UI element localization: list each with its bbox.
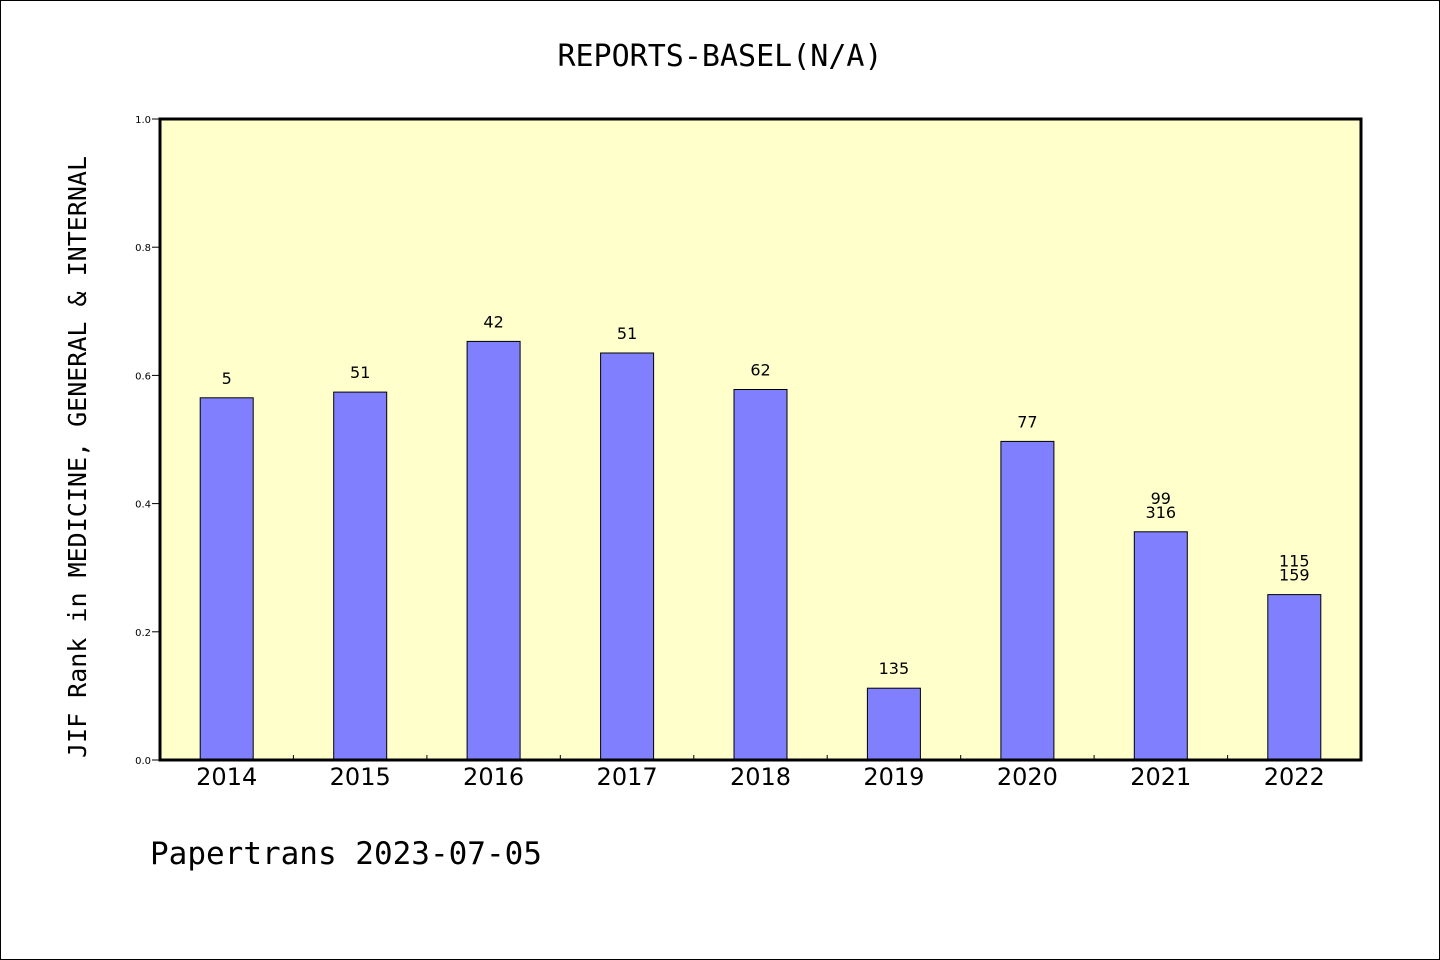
data-label-2016: 42 [483, 312, 503, 331]
data-label-2014: 5 [222, 369, 232, 388]
data-label-2015: 51 [350, 363, 370, 382]
data-label-2022-1: 115 [1279, 552, 1310, 571]
bar-2016 [466, 340, 521, 761]
y-tick-label-0.0: 0.0 [135, 756, 151, 767]
x-tick-label-2018: 2018 [730, 763, 791, 791]
data-label-2021-2: 316 [1146, 503, 1177, 522]
bar-2018 [733, 389, 788, 761]
footer-credit: Papertrans 2023-07-05 [150, 836, 542, 872]
x-tick-label-2020: 2020 [997, 763, 1058, 791]
data-label-2021-1: 99 [1151, 489, 1171, 508]
ticks-group: 2014 2015 2016 2017 2018 2019 2020 2021 2022 0.0 0… [135, 115, 1325, 791]
y-axis-label: JIF Rank in MEDICINE, GENERAL & INTERNAL [63, 156, 92, 758]
bar-2017 [600, 352, 655, 761]
data-label-2018: 62 [750, 361, 770, 380]
y-tick-label-1.0: 1.0 [135, 115, 151, 126]
y-tick-label-0.2: 0.2 [135, 628, 151, 639]
x-tick-label-2014: 2014 [196, 763, 257, 791]
x-tick-label-2016: 2016 [463, 763, 524, 791]
data-label-2020: 77 [1017, 412, 1037, 431]
bar-2014 [199, 397, 254, 761]
data-label-2019: 135 [879, 659, 910, 678]
plot-border [158, 117, 1363, 762]
x-tick-label-2021: 2021 [1130, 763, 1191, 791]
chart-title: REPORTS-BASEL(N/A) [557, 39, 882, 74]
bar-2022 [1267, 594, 1322, 761]
y-tick-label-0.8: 0.8 [135, 243, 151, 254]
bar-2019 [866, 687, 921, 761]
y-tick-label-0.6: 0.6 [135, 371, 151, 382]
data-label-2022-2: 159 [1279, 566, 1310, 585]
data-label-2017: 51 [617, 324, 637, 343]
y-tick-label-0.4: 0.4 [135, 500, 151, 511]
x-tick-label-2015: 2015 [330, 763, 391, 791]
x-tick-label-2019: 2019 [863, 763, 924, 791]
bar-2021 [1133, 531, 1188, 761]
x-tick-label-2017: 2017 [597, 763, 658, 791]
x-tick-label-2022: 2022 [1264, 763, 1325, 791]
bar-2020 [1000, 440, 1055, 761]
bar-2015 [333, 391, 388, 761]
